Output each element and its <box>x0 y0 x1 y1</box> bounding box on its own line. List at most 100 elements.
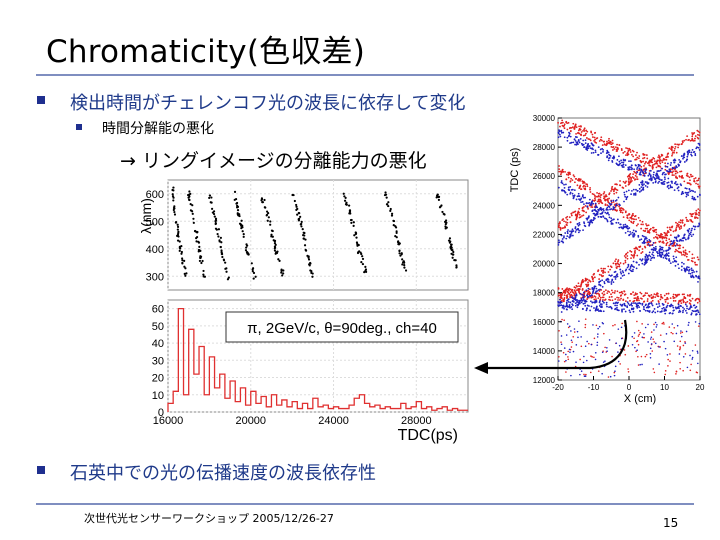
chart3-point-blue <box>687 194 690 197</box>
chart3-point-red <box>615 267 618 269</box>
chart1-point-2 <box>208 196 211 200</box>
chart3-point-blue <box>652 176 655 178</box>
chart3-point-red <box>664 234 667 237</box>
chart3-point-red <box>598 294 601 297</box>
chart3-point-blue <box>652 241 655 244</box>
chart1-point-3 <box>235 206 239 209</box>
chart3-point-red <box>612 188 615 191</box>
histogram-bar <box>432 410 437 412</box>
chart1-point-4 <box>263 198 266 202</box>
chart3-point-red <box>613 192 616 195</box>
chart3-noise-red <box>635 350 637 353</box>
chart3-point-red <box>682 298 684 301</box>
chart3-point-red <box>578 213 581 216</box>
chart3-point-red <box>558 168 561 171</box>
chart3-point-blue <box>584 142 587 144</box>
chart3-noise-red <box>663 323 665 325</box>
chart3-point-blue <box>652 173 655 176</box>
chart3-point-red <box>689 300 692 302</box>
chart3-point-red <box>632 155 635 158</box>
chart3-point-blue <box>601 285 604 288</box>
chart3-point-blue <box>591 288 594 290</box>
chart3-point-blue <box>598 280 601 283</box>
chart3-point-blue <box>592 148 594 151</box>
chart3-point-blue <box>673 260 676 263</box>
chart1-point-5 <box>295 205 298 208</box>
chart3-point-red <box>674 145 677 148</box>
chart3-point-red <box>689 179 691 182</box>
chart3-noise-blue <box>694 321 697 323</box>
chart3-point-blue <box>693 228 696 231</box>
chart3-point-blue <box>587 221 590 224</box>
chart3-point-blue <box>557 300 560 303</box>
chart3-point-red <box>570 212 573 215</box>
chart3-point-blue <box>659 169 662 172</box>
chart3-point-blue <box>675 256 678 259</box>
chart3-point-blue <box>576 223 579 225</box>
chart3-point-red <box>559 173 562 176</box>
chart3-point-blue <box>577 139 580 142</box>
chart1-point-1 <box>198 259 202 263</box>
chart3-point-red <box>685 174 688 177</box>
chart3-point-blue <box>667 249 669 252</box>
chart3-point-blue <box>678 311 680 314</box>
chart3-point-red <box>568 171 571 174</box>
chart3-point-red <box>580 188 582 191</box>
chart3-point-red <box>604 271 606 274</box>
chart3-point-blue <box>671 312 674 315</box>
chart3-point-red <box>584 185 587 188</box>
bullet-1-text: 検出時間がチェレンコフ光の波長に依存して変化 <box>70 93 466 114</box>
chart3-point-red <box>564 221 567 223</box>
chart1-point-2 <box>210 196 213 199</box>
chart3-noise-blue <box>678 353 681 355</box>
chart3-point-blue <box>663 171 665 174</box>
chart3-point-red <box>563 220 565 223</box>
chart3-point-red <box>574 290 577 293</box>
chart3-point-blue <box>675 236 678 239</box>
chart3-point-blue <box>619 162 622 165</box>
chart3-point-red <box>600 267 603 270</box>
chart3-point-blue <box>640 259 643 262</box>
chart3-point-red <box>578 290 580 293</box>
chart3-point-red <box>641 297 643 300</box>
chart3-point-blue <box>610 281 613 283</box>
chart3-point-red <box>675 176 677 179</box>
chart3-point-blue <box>673 309 675 312</box>
chart3-point-blue <box>642 186 645 189</box>
chart3-point-red <box>697 258 700 261</box>
chart3-point-blue <box>642 171 645 174</box>
chart3-point-red <box>666 241 669 244</box>
chart3-point-blue <box>619 277 622 280</box>
chart1-point-0 <box>185 272 188 275</box>
chart3-point-blue <box>654 311 657 314</box>
chart3-point-red <box>657 300 660 302</box>
chart3-noise-red <box>621 322 623 325</box>
chart3-point-blue <box>678 235 680 237</box>
chart3-point-red <box>601 296 604 299</box>
chart1-point-6 <box>348 210 352 213</box>
chart3-point-blue <box>632 235 635 238</box>
chart3-point-red <box>645 223 647 225</box>
chart3-point-blue <box>571 308 574 311</box>
chart3-point-red <box>657 234 660 237</box>
chart1-point-4 <box>274 243 277 246</box>
chart3-point-blue <box>697 311 700 314</box>
chart3-point-red <box>567 174 570 176</box>
chart3-point-red <box>626 251 629 254</box>
chart3-noise-red <box>669 360 671 362</box>
chart3-noise-blue <box>617 351 619 353</box>
chart3-point-blue <box>594 206 597 209</box>
chart3-point-blue <box>637 163 640 166</box>
chart3-point-red <box>675 151 678 154</box>
chart3-point-blue <box>585 147 588 149</box>
chart3-point-red <box>570 214 573 217</box>
chart3-point-red <box>678 293 681 296</box>
chart1-point-2 <box>211 211 214 214</box>
chart3-point-red <box>654 241 657 244</box>
chart3-point-blue <box>584 196 587 199</box>
chart3-noise-red <box>695 371 698 373</box>
chart1-point-3 <box>251 270 254 273</box>
chart3-point-red <box>634 174 637 177</box>
chart3-point-red <box>696 217 699 219</box>
chart3-point-red <box>565 173 568 176</box>
